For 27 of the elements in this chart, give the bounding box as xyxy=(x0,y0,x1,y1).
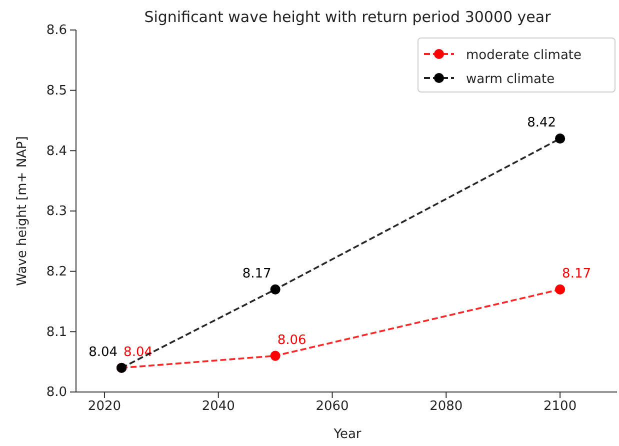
point xyxy=(270,284,280,294)
x-tick-label: 2080 xyxy=(430,399,463,414)
y-tick-label: 8.0 xyxy=(46,385,67,400)
point xyxy=(270,350,280,361)
x-tick-label: 2020 xyxy=(88,399,122,414)
y-tick-label: 8.1 xyxy=(46,324,67,340)
data-label: 8.17 xyxy=(562,266,592,282)
x-tick-label: 2060 xyxy=(316,399,349,414)
y-tick-label: 8.5 xyxy=(46,83,67,98)
y-tick-label: 8.6 xyxy=(46,23,67,38)
legend-label: moderate climate xyxy=(466,48,582,63)
data-label: 8.06 xyxy=(277,332,306,348)
y-tick-label: 8.2 xyxy=(46,264,67,280)
data-label: 8.04 xyxy=(124,344,153,360)
y-axis-title: Wave height [m+ NAP] xyxy=(15,136,30,286)
legend-label: warm climate xyxy=(466,72,555,87)
y-tick-label: 8.4 xyxy=(46,144,67,159)
x-tick-label: 2100 xyxy=(544,399,577,414)
data-label: 8.42 xyxy=(527,116,556,131)
data-label: 8.04 xyxy=(88,344,118,360)
point xyxy=(555,134,566,144)
y-tick-label: 8.3 xyxy=(46,204,67,220)
point xyxy=(555,284,566,294)
chart-title: Significant wave height with return period 30000 year xyxy=(144,8,552,26)
x-axis-title: Year xyxy=(332,427,362,442)
data-label: 8.17 xyxy=(242,266,272,282)
x-tick-label: 2040 xyxy=(202,399,235,414)
